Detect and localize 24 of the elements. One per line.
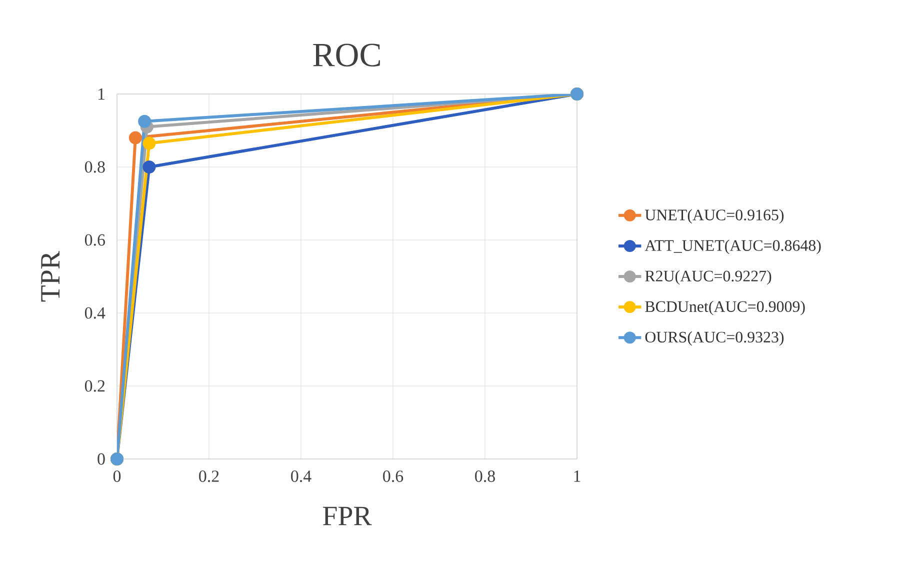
- chart-title: ROC: [313, 44, 380, 66]
- y-tick-label: 0.6: [84, 234, 105, 246]
- point: [142, 136, 156, 150]
- y-tick-label: 1: [98, 88, 104, 100]
- x-tick-label: 0: [113, 470, 121, 482]
- x-tick-label: 1: [574, 470, 580, 482]
- x-axis-title: FPR: [322, 506, 372, 526]
- x-tick-label: 0.8: [475, 470, 495, 482]
- y-tick-label: 0: [98, 453, 105, 465]
- y-tick-label: 0.2: [84, 380, 105, 392]
- y-tick-label: 0.4: [84, 307, 106, 319]
- legend-label: ATT_UNET(AUC=0.8648): [644, 240, 821, 254]
- legend-label: R2U(AUC=0.9227): [645, 270, 772, 285]
- legend-label: OURS(AUC=0.9323): [645, 331, 784, 346]
- x-tick-label: 0.2: [199, 470, 219, 482]
- point: [138, 114, 152, 128]
- x-tick-label: 0.6: [383, 470, 404, 482]
- legend-label: UNET(AUC=0.9165): [644, 209, 784, 224]
- point: [128, 131, 142, 144]
- x-tick-label: 0.4: [291, 470, 312, 482]
- y-axis-title: TPR: [41, 250, 60, 302]
- legend-label: BCDUnet(AUC=0.9009): [645, 300, 805, 316]
- point: [142, 160, 156, 174]
- y-tick-label: 0.8: [84, 161, 105, 173]
